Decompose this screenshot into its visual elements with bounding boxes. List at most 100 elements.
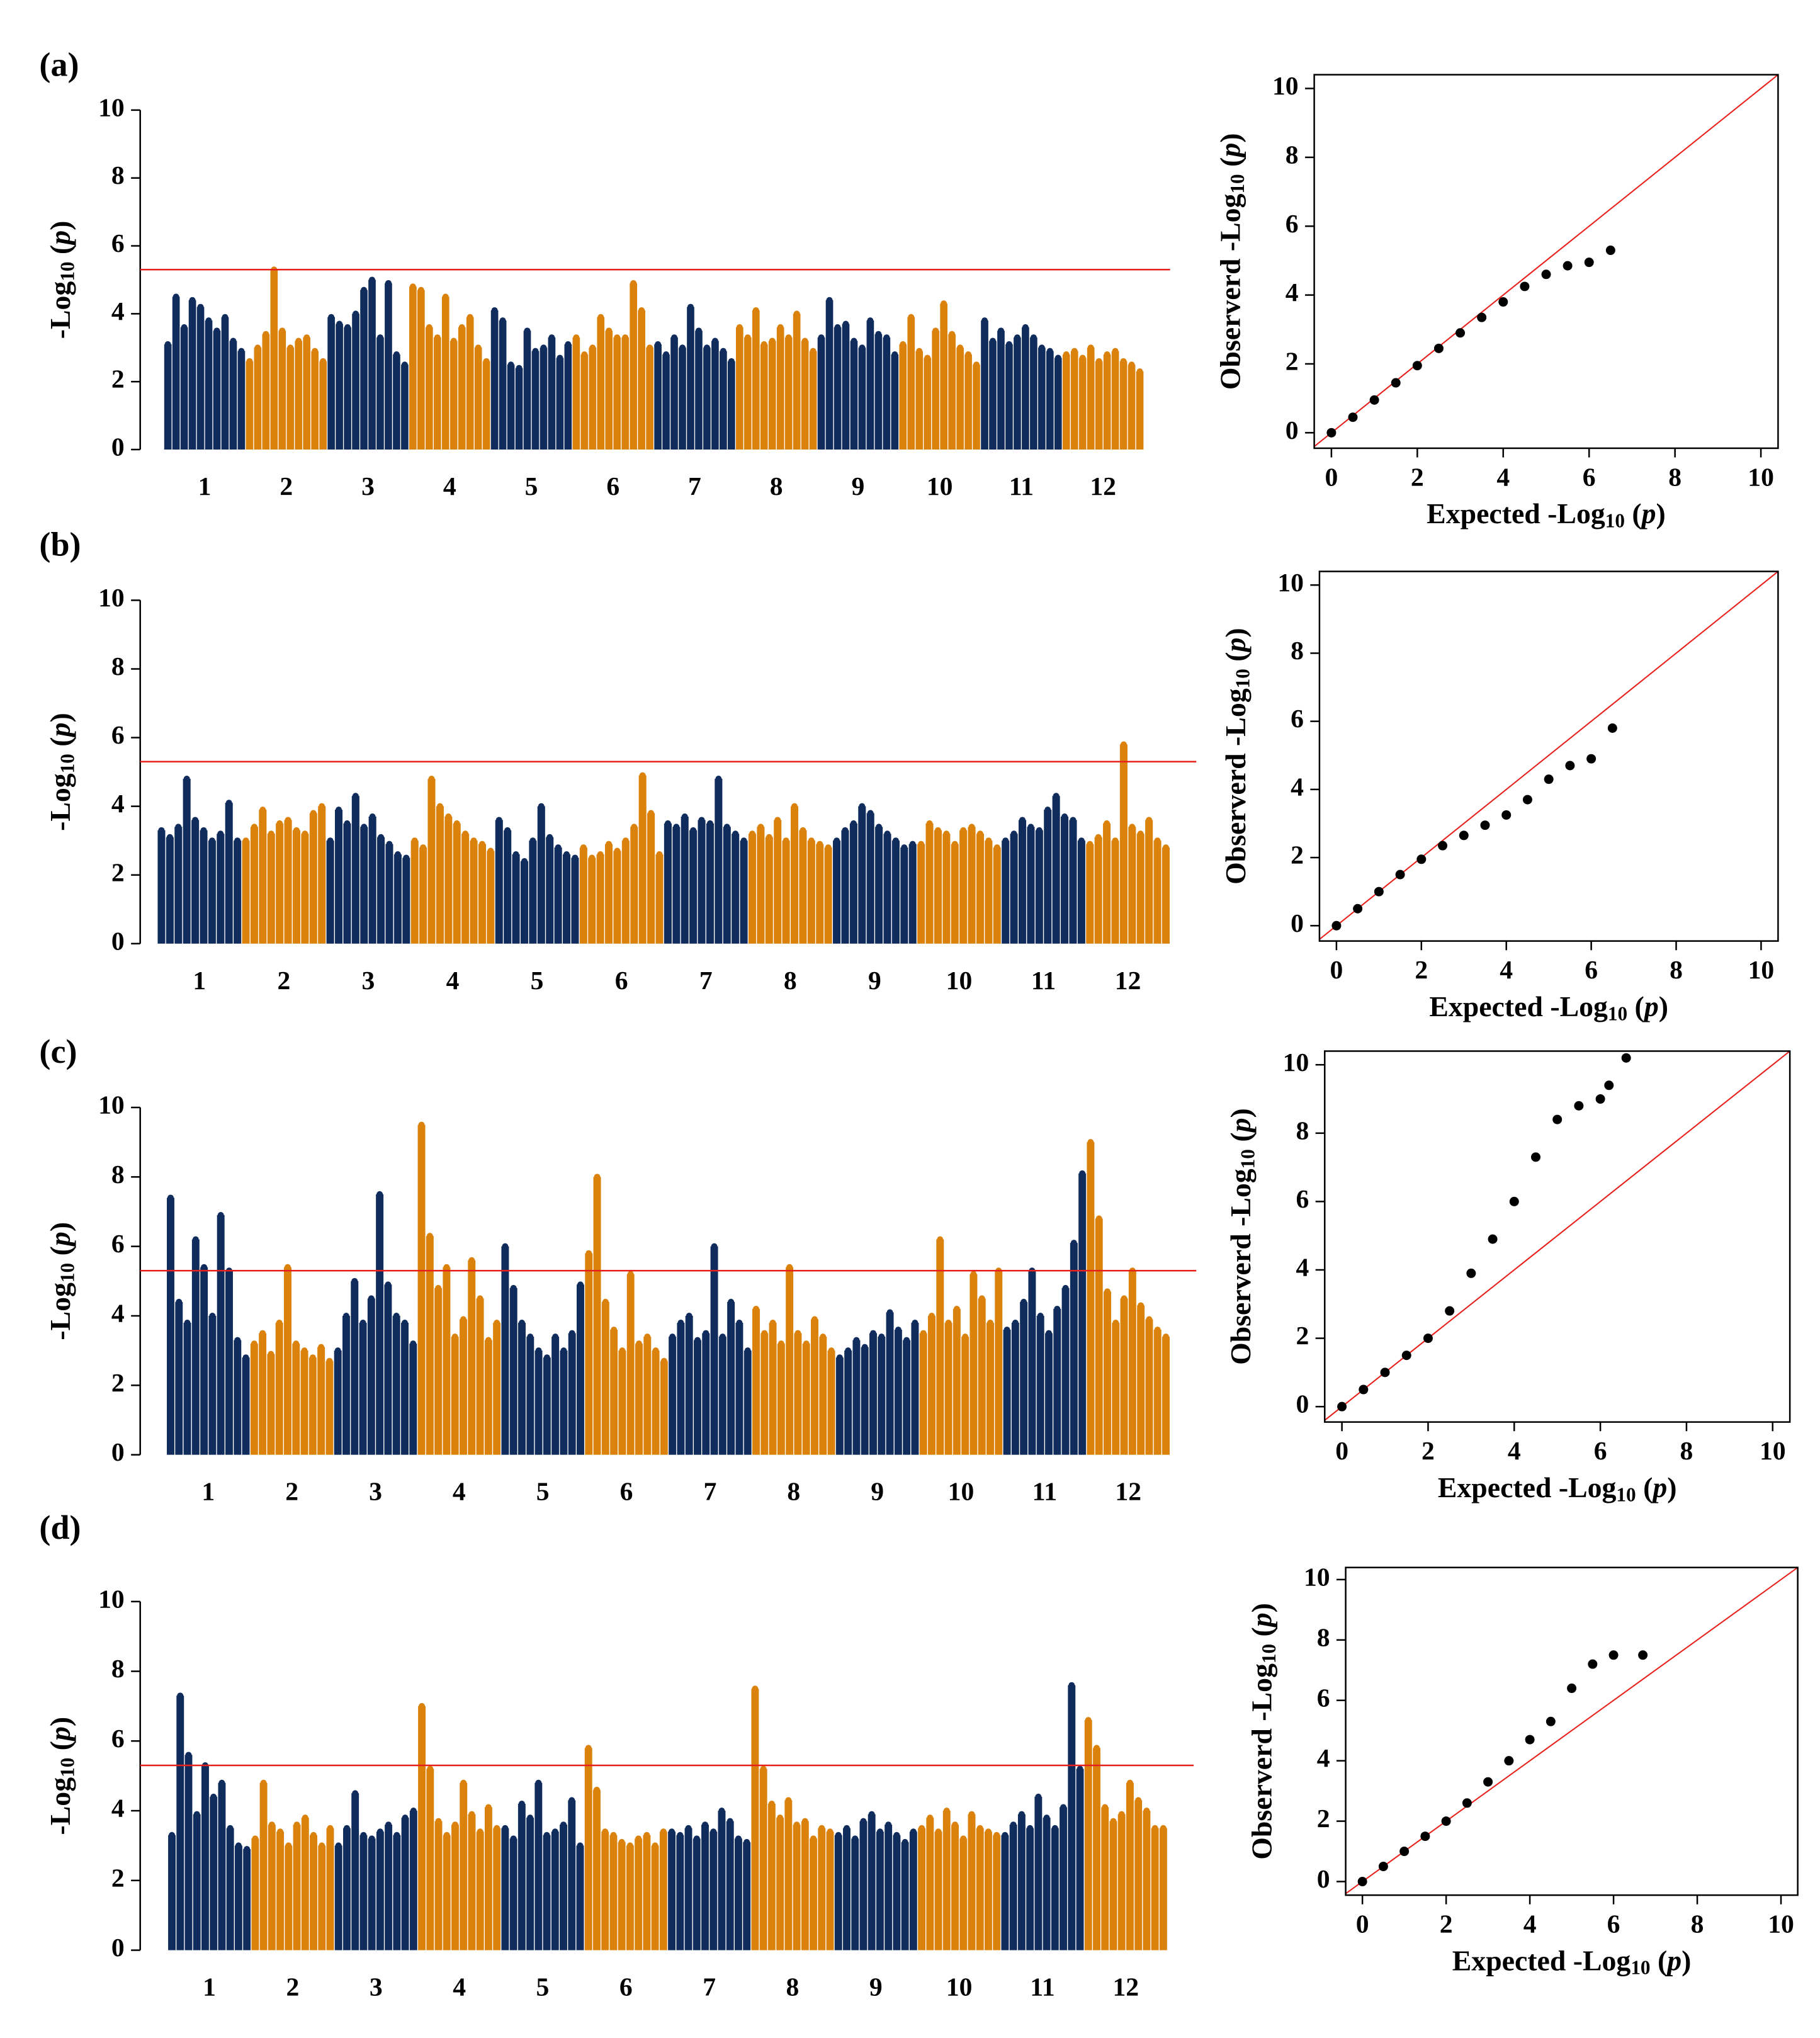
- snp-cluster: [470, 841, 478, 944]
- snp-cluster: [1045, 1333, 1053, 1455]
- snp-cluster: [501, 1246, 509, 1455]
- snp-cluster: [908, 844, 917, 944]
- snp-peak: [647, 344, 653, 351]
- snp-cluster: [1086, 844, 1094, 944]
- reference-line: [1325, 1051, 1790, 1421]
- snp-cluster: [490, 310, 499, 450]
- snp-peak: [639, 772, 646, 779]
- snp-peak: [614, 847, 621, 854]
- snp-cluster: [301, 1818, 309, 1950]
- qq-point: [1488, 1234, 1498, 1244]
- snp-peak: [973, 361, 980, 368]
- snp-cluster: [259, 810, 267, 944]
- snp-peak: [342, 1313, 349, 1319]
- snp-peak: [169, 1831, 176, 1838]
- snp-peak: [1051, 1825, 1058, 1831]
- snp-peak: [677, 1320, 684, 1327]
- snp-cluster: [911, 1323, 919, 1455]
- qq-point: [1621, 1053, 1631, 1063]
- snp-cluster: [327, 317, 335, 450]
- snp-peak: [352, 793, 359, 800]
- snp-cluster: [752, 1308, 760, 1455]
- snp-cluster: [801, 1821, 809, 1950]
- snp-peak: [835, 1831, 842, 1838]
- qq-point: [1353, 903, 1363, 914]
- snp-cluster: [460, 1782, 468, 1950]
- snp-peak: [411, 837, 418, 844]
- snp-cluster: [474, 348, 482, 450]
- snp-cluster: [893, 1835, 901, 1950]
- plot-frame: [1323, 1050, 1791, 1423]
- snp-peak: [1038, 344, 1045, 351]
- snp-peak: [279, 327, 286, 334]
- snp-peak: [867, 810, 874, 817]
- snp-cluster: [817, 337, 825, 450]
- snp-cluster: [732, 834, 740, 944]
- snp-peak: [1104, 1288, 1111, 1295]
- snp-cluster: [886, 1312, 894, 1455]
- snp-peak: [504, 827, 511, 834]
- snp-cluster: [784, 337, 793, 450]
- snp-cluster: [1111, 351, 1119, 450]
- y-tick-label: 0: [111, 927, 125, 956]
- snp-cluster: [1027, 827, 1035, 944]
- snp-peak: [353, 310, 359, 317]
- snp-peak: [757, 824, 764, 830]
- snp-cluster: [593, 1789, 601, 1950]
- snp-cluster: [1014, 337, 1021, 450]
- snp-cluster: [956, 348, 964, 450]
- snp-cluster: [468, 1814, 476, 1950]
- snp-peak: [285, 1842, 292, 1849]
- snp-cluster: [449, 341, 458, 450]
- y-tick-label: 2: [111, 858, 125, 887]
- snp-peak: [251, 1340, 257, 1347]
- snp-peak: [217, 830, 224, 837]
- snp-peak: [293, 827, 300, 834]
- snp-cluster: [759, 1769, 767, 1950]
- snp-cluster: [726, 1821, 734, 1950]
- y-tick-label: 0: [111, 1933, 125, 1962]
- snp-cluster: [283, 1267, 291, 1455]
- snp-peak: [1118, 1811, 1125, 1818]
- snp-peak: [344, 324, 351, 331]
- x-tick-label: 9: [871, 1478, 884, 1507]
- snp-peak: [643, 1831, 650, 1838]
- snp-peak: [344, 820, 351, 827]
- snp-cluster: [176, 1696, 184, 1950]
- snp-peak: [177, 1692, 184, 1699]
- snp-peak: [1126, 1779, 1133, 1786]
- snp-cluster: [200, 1267, 208, 1455]
- snp-peak: [1146, 817, 1153, 824]
- snp-peak: [1102, 1804, 1109, 1811]
- snp-peak: [801, 337, 808, 344]
- snp-cluster: [810, 1838, 817, 1950]
- snp-peak: [976, 830, 983, 837]
- snp-cluster: [934, 1831, 942, 1950]
- snp-cluster: [157, 830, 166, 944]
- qq-point: [1433, 343, 1444, 353]
- snp-peak: [208, 837, 215, 844]
- snp-peak: [394, 851, 401, 858]
- snp-peak: [817, 841, 823, 847]
- snp-cluster: [589, 348, 597, 450]
- qq-point: [1380, 1367, 1390, 1378]
- snp-cluster: [243, 1848, 251, 1950]
- snp-peak: [1129, 824, 1136, 830]
- snp-cluster: [926, 1818, 934, 1950]
- snp-cluster: [572, 337, 580, 450]
- snp-cluster: [234, 1340, 242, 1455]
- snp-peak: [1070, 817, 1077, 824]
- snp-peak: [852, 1835, 859, 1842]
- snp-peak: [361, 824, 368, 830]
- snp-cluster: [643, 1337, 652, 1455]
- axis-title-part: p: [43, 230, 76, 247]
- snp-peak: [981, 317, 988, 324]
- snp-peak: [949, 331, 956, 337]
- snp-cluster: [915, 351, 924, 450]
- axis-title-part: (: [1636, 1471, 1653, 1503]
- snp-peak: [735, 1835, 742, 1842]
- snp-cluster: [613, 337, 621, 450]
- snp-peak: [761, 1330, 768, 1337]
- snp-peak: [892, 837, 899, 844]
- snp-peak: [660, 1357, 667, 1364]
